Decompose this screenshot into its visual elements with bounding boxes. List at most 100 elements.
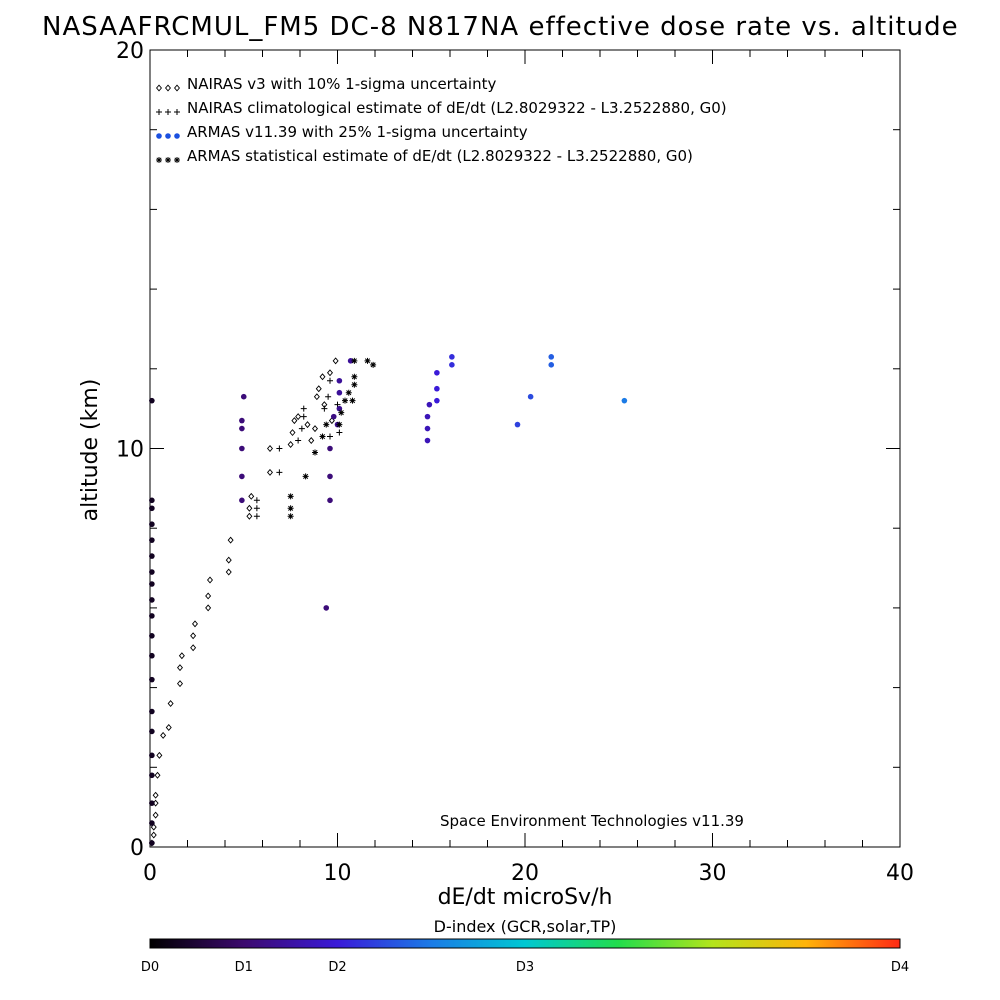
series-1-point: [328, 417, 335, 425]
series-2-point: [327, 433, 333, 440]
legend-marker-2: [165, 109, 171, 115]
legend-marker-3: [165, 133, 171, 139]
series-1-point: [291, 417, 298, 425]
series-1-point: [205, 604, 212, 612]
series-3-point: [336, 377, 343, 384]
legend-marker-1: [156, 84, 162, 92]
series-3-point: [149, 397, 155, 404]
series-1-point: [192, 620, 198, 628]
series-1-point: [308, 437, 315, 445]
series-1-point: [246, 512, 253, 520]
series-1-point: [165, 723, 172, 731]
series-3-point: [149, 772, 155, 779]
series-1-point: [167, 700, 174, 708]
series-3-point: [149, 840, 155, 846]
series-1-point: [289, 429, 296, 437]
series-4-point: [287, 513, 294, 520]
series-1-point: [332, 357, 339, 365]
series-3-point: [449, 362, 455, 368]
series-3-point: [149, 752, 155, 759]
series-3-point: [239, 497, 245, 504]
series-3-point: [149, 553, 155, 559]
series-3-point: [424, 437, 431, 444]
series-1-point: [313, 393, 320, 401]
series-3-point: [239, 473, 245, 480]
series-4-point: [319, 433, 326, 440]
series-2-point: [298, 425, 305, 432]
series-4-point: [351, 381, 358, 388]
series-3-point: [149, 597, 155, 603]
legend-label-1: NAIRAS v3 with 10% 1-sigma uncertainty: [187, 75, 496, 93]
series-4-point: [349, 397, 356, 404]
plot-frame: [149, 49, 901, 848]
series-1-point: [327, 369, 333, 377]
series-1-point: [190, 644, 197, 652]
legend-marker-1: [165, 84, 171, 92]
series-1-point: [295, 413, 302, 421]
series-3-point: [330, 413, 337, 420]
series-1-point: [319, 373, 326, 381]
series-2-point: [325, 393, 332, 400]
legend-marker-3: [156, 133, 162, 139]
series-1-point: [304, 421, 311, 429]
series-3-point: [514, 421, 521, 428]
series-3-point: [149, 613, 155, 619]
legend-marker-4: [156, 157, 162, 163]
series-3-point: [424, 413, 431, 420]
series-3-point: [434, 369, 440, 376]
legend-marker-2: [156, 109, 162, 115]
series-2-point: [276, 445, 283, 452]
legend-marker-4: [174, 157, 180, 163]
series-1-point: [225, 568, 232, 576]
series-2-point: [327, 377, 333, 384]
data-points: [148, 354, 628, 847]
legend-marker-1: [174, 84, 180, 92]
series-3-point: [449, 354, 455, 360]
series-3-point: [149, 676, 155, 683]
series-2-point: [321, 405, 328, 412]
axis-ticks: 0 10 20 30 40 0 10 20: [116, 39, 914, 886]
series-1-point: [178, 652, 185, 660]
chart-title: NASAAFRCMUL_FM5 DC-8 N817NA effective do…: [42, 12, 959, 42]
series-4-point: [351, 357, 358, 364]
series-4-point: [351, 373, 358, 380]
series-4-point: [323, 421, 330, 428]
colorbar-label: D1: [235, 960, 253, 975]
series-1-point: [156, 751, 163, 759]
y-tick-label: 0: [130, 836, 144, 861]
series-4-point: [336, 421, 343, 428]
series-3-point: [527, 393, 534, 400]
series-1-point: [150, 831, 157, 839]
series-2-point: [300, 413, 307, 420]
credit-text: Space Environment Technologies v11.39: [440, 812, 744, 830]
series-3-point: [149, 632, 155, 639]
series-3-point: [621, 397, 628, 404]
series-1-point: [190, 632, 197, 640]
series-1-point: [177, 664, 183, 672]
series-3-point: [347, 358, 354, 364]
series-1-point: [267, 445, 273, 452]
series-3-point: [323, 605, 330, 611]
series-3-point: [149, 581, 155, 587]
series-2-point: [253, 505, 260, 512]
series-1-point: [246, 504, 253, 512]
series-2-point: [276, 469, 283, 476]
series-2-point: [336, 429, 343, 436]
y-axis-label: altitude (km): [78, 379, 103, 522]
series-3-point: [548, 362, 555, 368]
series-4-point: [364, 357, 371, 364]
series-1-point: [227, 536, 234, 544]
colorbar-label: D2: [328, 960, 346, 975]
legend-marker-4: [165, 157, 171, 163]
x-tick-label: 10: [324, 861, 352, 886]
series-2-point: [295, 437, 302, 444]
series-3-point: [149, 800, 155, 806]
series-1-point: [225, 556, 232, 564]
colorbar-title: D-index (GCR,solar,TP): [434, 917, 617, 936]
series-3-point: [149, 652, 155, 659]
series-2-point: [253, 497, 260, 504]
series-1-point: [152, 811, 159, 819]
series-4-point: [338, 409, 345, 416]
series-4-point: [342, 397, 348, 404]
